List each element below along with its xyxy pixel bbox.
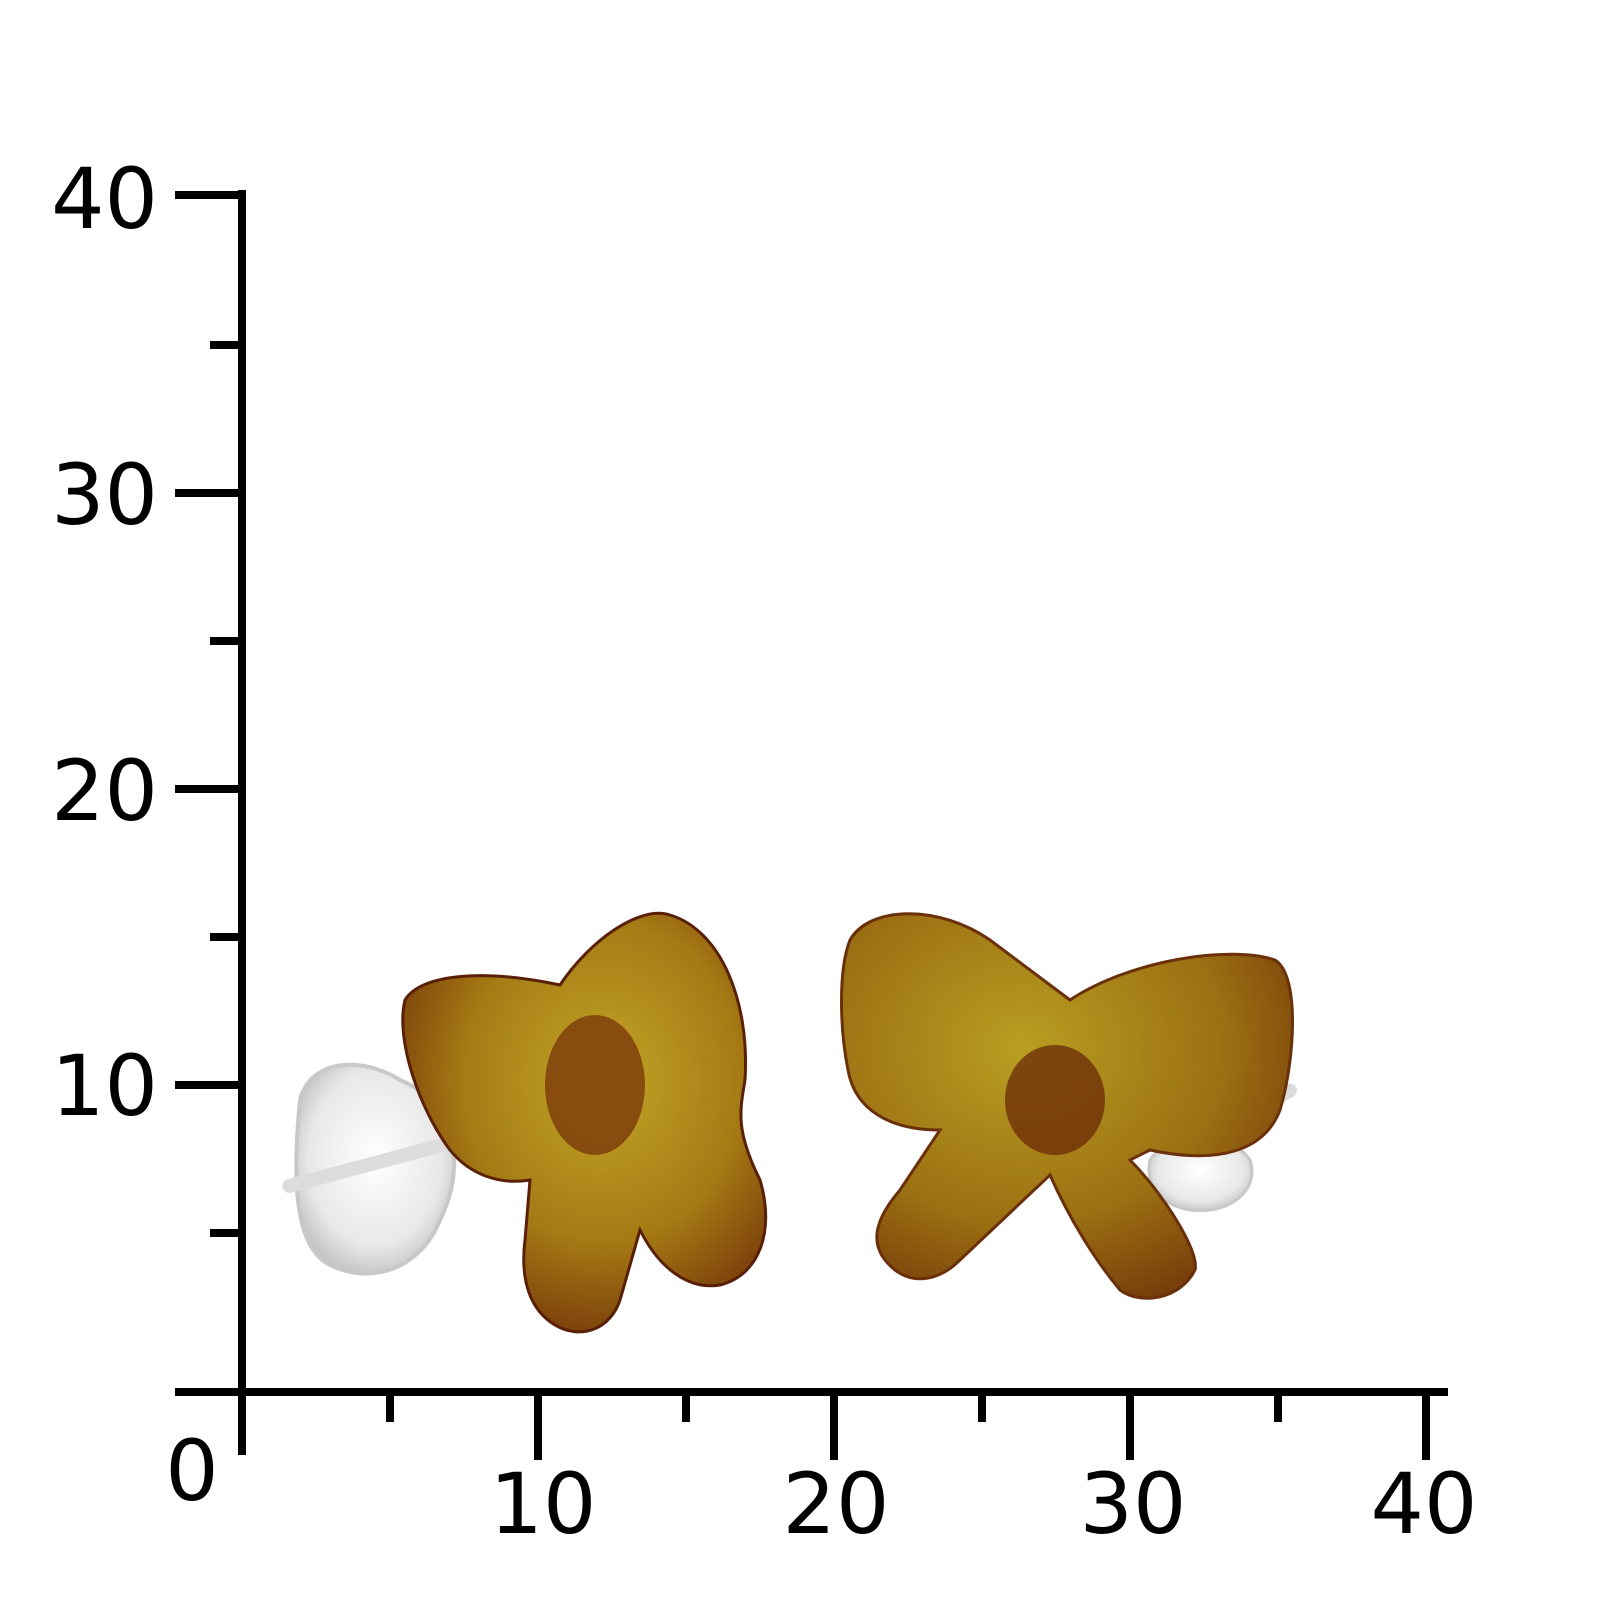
x-label-10: 10 <box>490 1455 597 1553</box>
y-label-10: 10 <box>51 1037 158 1135</box>
bow-knot-right <box>1005 1045 1105 1155</box>
y-label-30: 30 <box>51 446 158 544</box>
x-label-20: 20 <box>783 1455 890 1553</box>
scale-labels: 10 20 30 40 0 10 20 30 40 <box>51 150 1477 1553</box>
y-label-20: 20 <box>51 742 158 840</box>
earring-right <box>840 912 1297 1300</box>
earring-post-left <box>282 1138 448 1193</box>
x-label-40: 40 <box>1371 1455 1478 1553</box>
measurement-scale <box>175 190 1448 1460</box>
origin-label: 0 <box>165 1422 218 1520</box>
x-label-30: 30 <box>1080 1455 1187 1553</box>
y-label-40: 40 <box>51 150 158 248</box>
earring-left <box>282 911 768 1334</box>
bow-knot-left <box>545 1015 645 1155</box>
